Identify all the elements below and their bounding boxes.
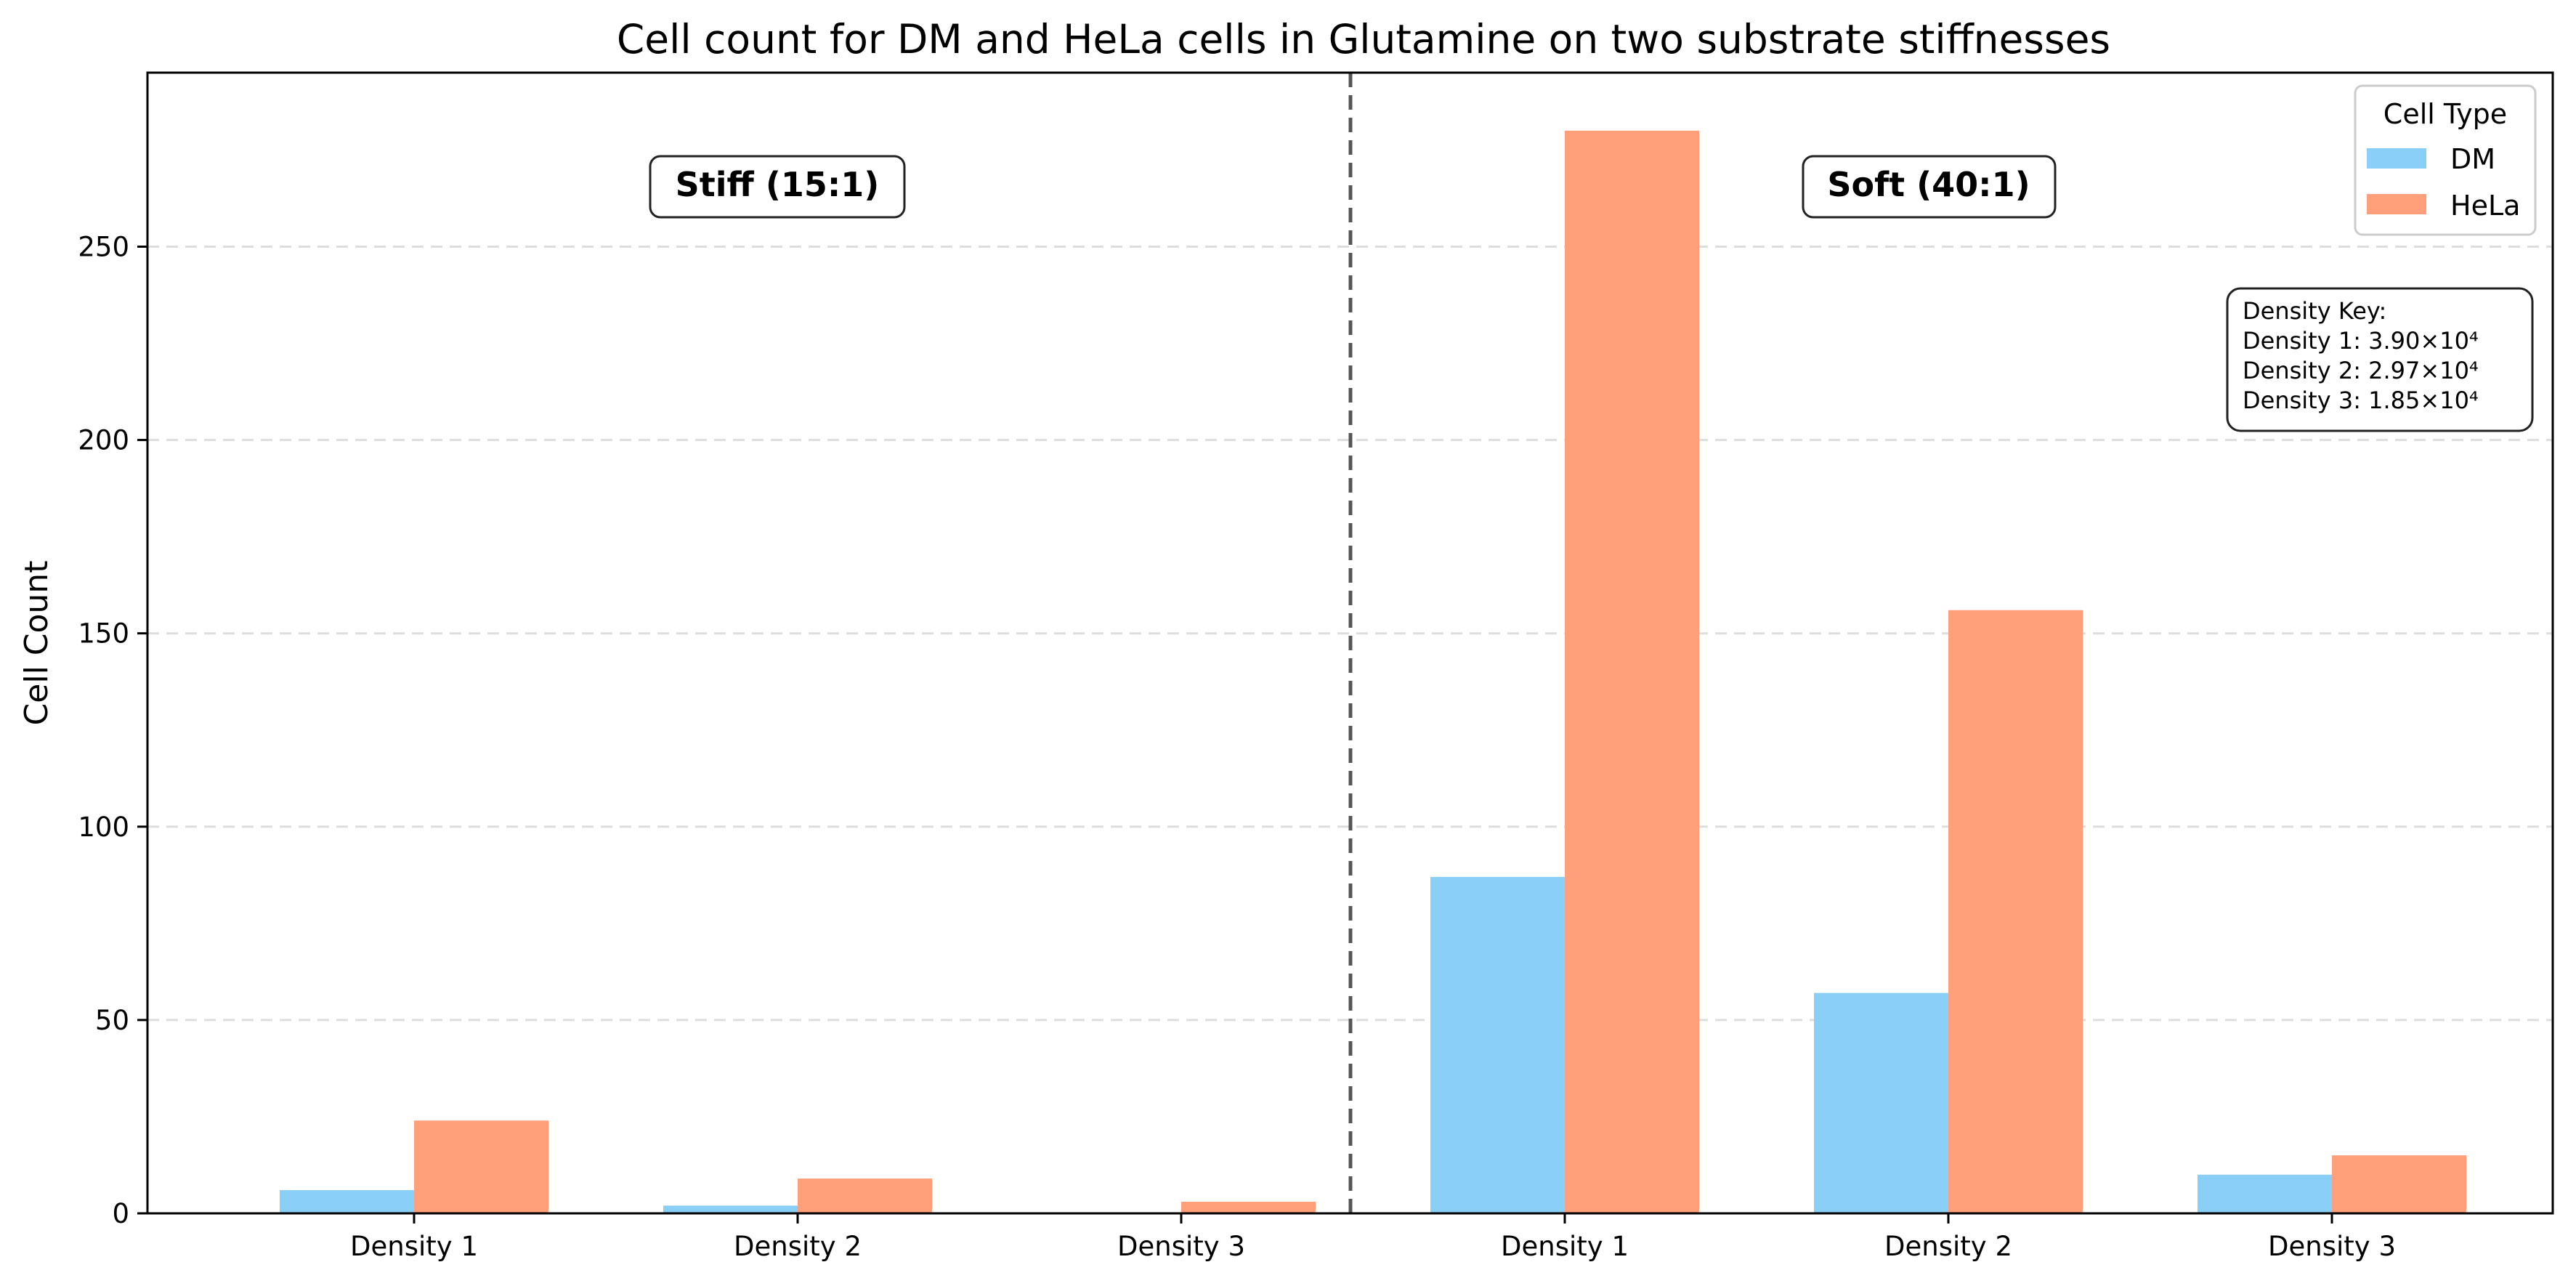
- y-tick-label: 250: [78, 231, 129, 262]
- x-tick-label: Density 3: [2268, 1231, 2396, 1262]
- bar-dm-1: [663, 1205, 798, 1213]
- legend-label-dm: DM: [2450, 143, 2495, 175]
- x-tick-label: Density 2: [1884, 1231, 2012, 1262]
- x-tick-label: Density 2: [734, 1231, 862, 1262]
- y-tick-label: 100: [78, 812, 129, 843]
- legend-swatch-dm: [2367, 148, 2426, 169]
- bar-dm-0: [280, 1190, 414, 1213]
- legend: Cell Type DM HeLa: [2354, 84, 2537, 236]
- chart-title: Cell count for DM and HeLa cells in Glut…: [617, 16, 2110, 62]
- bars: [280, 130, 2466, 1213]
- region-label-soft: Soft (40:1): [1802, 155, 2057, 219]
- density-key-box: Density Key: Density 1: 3.90×10⁴ Density…: [2226, 287, 2534, 432]
- x-axis-ticks: Density 1 Density 2 Density 3 Density 1 Dens…: [350, 1213, 2396, 1262]
- region-label-stiff: Stiff (15:1): [649, 155, 906, 219]
- bar-hela-1: [798, 1178, 932, 1213]
- bar-dm-5: [2198, 1174, 2332, 1213]
- legend-swatch-hela: [2367, 194, 2426, 214]
- density-key-line-3: Density 3: 1.85×10⁴: [2243, 387, 2479, 414]
- density-key-title: Density Key:: [2243, 297, 2386, 325]
- plot-frame: [146, 71, 2554, 1215]
- legend-label-hela: HeLa: [2450, 190, 2520, 222]
- y-tick-label: 200: [78, 425, 129, 456]
- legend-title: Cell Type: [2383, 98, 2507, 130]
- x-tick-label: Density 3: [1117, 1231, 1245, 1262]
- y-tick-label: 0: [112, 1198, 129, 1229]
- y-axis-label: Cell Count: [18, 561, 55, 726]
- bar-hela-5: [2332, 1155, 2466, 1213]
- density-key-line-1: Density 1: 3.90×10⁴: [2243, 327, 2479, 355]
- bar-dm-3: [1430, 876, 1565, 1213]
- bar-dm-4: [1814, 992, 1948, 1213]
- bar-hela-4: [1948, 610, 2083, 1213]
- x-tick-label: Density 1: [1501, 1231, 1629, 1262]
- x-tick-label: Density 1: [350, 1231, 478, 1262]
- region-label-soft-text: Soft (40:1): [1827, 165, 2030, 204]
- bar-hela-0: [414, 1120, 548, 1213]
- grid-lines: [147, 245, 2553, 1022]
- density-key-line-2: Density 2: 2.97×10⁴: [2243, 357, 2479, 384]
- bar-hela-2: [1181, 1202, 1316, 1213]
- y-tick-label: 150: [78, 618, 129, 650]
- bar-hela-3: [1565, 130, 1699, 1213]
- y-axis-ticks: 0 50 100 150 200 250: [78, 231, 147, 1229]
- region-label-stiff-text: Stiff (15:1): [676, 165, 880, 204]
- y-tick-label: 50: [95, 1005, 129, 1036]
